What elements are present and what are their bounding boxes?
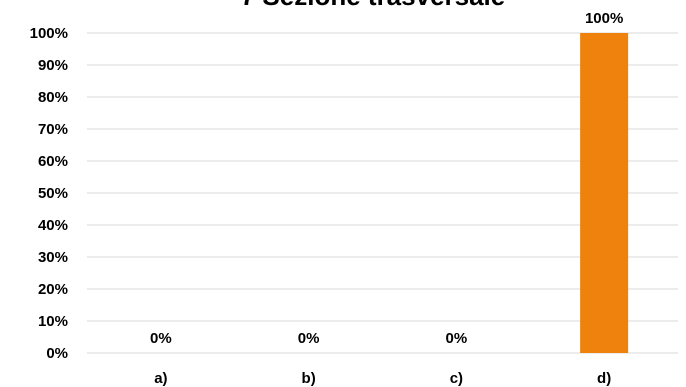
bar-d: [580, 33, 629, 353]
y-tick-label: 0%: [46, 345, 68, 362]
data-label: 0%: [150, 330, 172, 347]
data-labels: 0% 0% 0% 100%: [150, 10, 623, 347]
y-tick-label: 60%: [38, 153, 68, 170]
x-category-label: c): [450, 370, 463, 387]
data-label: 0%: [298, 330, 320, 347]
x-axis-category-labels: a) b) c) d): [154, 370, 611, 387]
y-tick-label: 10%: [38, 313, 68, 330]
x-category-label: d): [597, 370, 611, 387]
data-label: 0%: [446, 330, 468, 347]
y-axis-tick-labels: 0% 10% 20% 30% 40% 50% 60% 70% 80% 90% 100%: [30, 25, 68, 362]
y-tick-label: 20%: [38, 281, 68, 298]
x-category-label: a): [154, 370, 167, 387]
y-tick-label: 80%: [38, 89, 68, 106]
x-category-label: b): [302, 370, 316, 387]
y-tick-label: 90%: [38, 57, 68, 74]
gridlines: [87, 32, 678, 354]
chart-title: 7 Sezione trasversale: [241, 0, 506, 11]
y-tick-label: 40%: [38, 217, 68, 234]
y-tick-label: 100%: [30, 25, 68, 42]
y-tick-label: 30%: [38, 249, 68, 266]
bars: [580, 33, 629, 353]
y-tick-label: 50%: [38, 185, 68, 202]
data-label: 100%: [585, 10, 623, 27]
y-tick-label: 70%: [38, 121, 68, 138]
